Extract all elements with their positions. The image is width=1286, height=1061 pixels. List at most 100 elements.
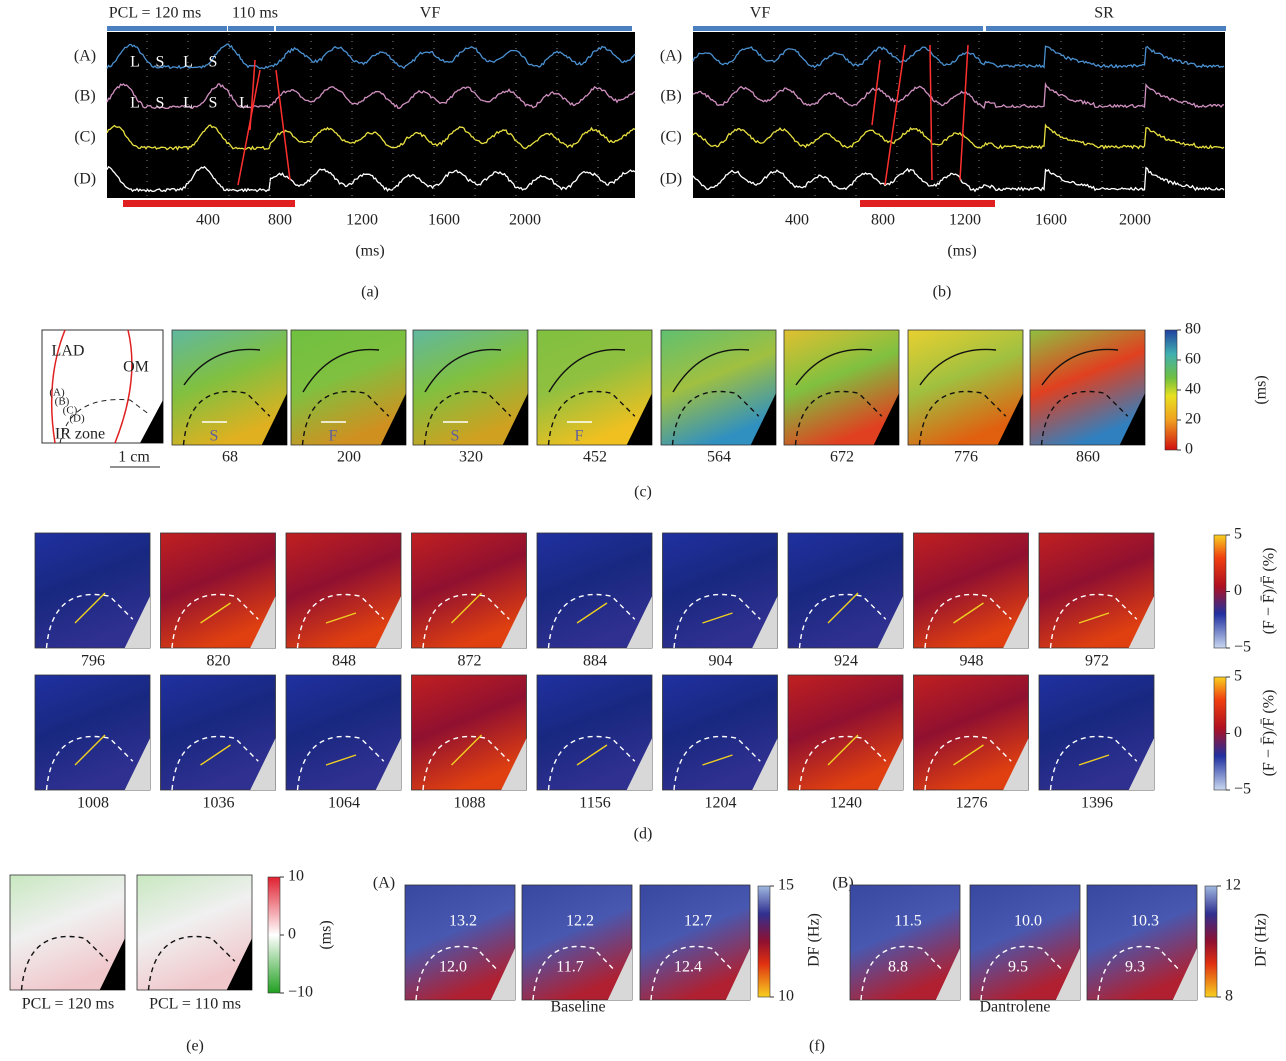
map-frame	[639, 884, 751, 1001]
ir-border	[182, 390, 271, 446]
colorbar-tick-label: 20	[1185, 411, 1201, 428]
trace-label: (A)	[74, 48, 96, 65]
ir-border	[59, 399, 151, 444]
frame-time: 1204	[705, 795, 737, 812]
map-frame	[34, 532, 151, 649]
beat-label: L	[239, 95, 249, 112]
group-caption: Dantrolene	[979, 999, 1050, 1016]
map-frame	[411, 532, 527, 649]
frame-time: 1064	[328, 795, 360, 812]
yellow-arrow	[702, 754, 733, 766]
frame-corner	[380, 393, 406, 445]
df-value: 13.2	[449, 913, 477, 930]
schematic-label: OM	[123, 359, 149, 376]
colorbar	[1213, 676, 1227, 791]
frame-corner	[124, 596, 150, 648]
axis-unit: (ms)	[947, 243, 976, 260]
frame-corner	[626, 738, 652, 790]
colorbar-tick-label: −10	[288, 984, 313, 1001]
x-tick-label: 1600	[428, 212, 460, 229]
map-frame	[1038, 532, 1155, 649]
ir-border	[45, 593, 134, 649]
propagation-arrow	[795, 348, 873, 386]
scale-label: 1 cm	[118, 449, 150, 466]
x-tick-label: 800	[268, 212, 292, 229]
ir-border	[798, 735, 887, 791]
df-value: 12.0	[439, 959, 467, 976]
map-frame	[660, 329, 777, 446]
stim-bar	[860, 200, 995, 207]
phase-bar	[228, 26, 274, 31]
signal-trace	[692, 45, 1225, 69]
artery-line	[114, 329, 133, 444]
trace-label: (C)	[660, 129, 681, 146]
frame-corner	[99, 938, 125, 990]
red-arrow	[959, 44, 969, 181]
colorbar-unit: (ms)	[1253, 375, 1270, 404]
ir-border	[171, 735, 259, 791]
frame-corner	[750, 393, 776, 445]
frame-time: 320	[459, 449, 483, 466]
rhythm-label: VF	[420, 5, 441, 22]
propagation-arrow	[183, 348, 261, 386]
df-value: 9.5	[1008, 959, 1028, 976]
df-value: 11.7	[556, 959, 583, 976]
red-arrow	[929, 44, 933, 181]
beat-label: S	[156, 54, 165, 71]
colorbar-tick-label: 0	[1234, 582, 1242, 599]
ir-border	[415, 945, 500, 1001]
frame-time: 924	[834, 653, 858, 670]
colorbar-tick-label: 15	[778, 877, 794, 894]
frame-time: 796	[81, 653, 105, 670]
frame-corner	[752, 738, 778, 790]
propagation-arrow	[548, 348, 626, 393]
trace-label: (D)	[74, 171, 96, 188]
beat-label: L	[183, 95, 193, 112]
beat-label: S	[209, 95, 218, 112]
pcl-label: 110 ms	[232, 5, 278, 22]
map-frame	[1086, 884, 1198, 1001]
yellow-arrow	[451, 734, 482, 766]
x-tick-label: 800	[871, 212, 895, 229]
signal-trace	[692, 123, 1225, 150]
frame-time: 848	[332, 653, 356, 670]
map-frame	[787, 674, 904, 791]
frame-time: 1088	[454, 795, 486, 812]
yellow-arrow	[200, 602, 231, 624]
wave-label: F	[575, 428, 584, 445]
colorbar-unit: (F − F̄)/F̄ (%)	[1261, 690, 1278, 777]
map-frame	[783, 329, 900, 446]
yellow-arrow	[953, 744, 984, 766]
artery-line	[50, 329, 66, 444]
signal-trace	[106, 165, 636, 193]
colorbar-tick-label: 10	[778, 988, 794, 1005]
map-frame	[136, 874, 253, 991]
map-frame	[160, 532, 276, 649]
yellow-arrow	[702, 612, 733, 624]
colorbar-unit: DF (Hz)	[806, 913, 823, 967]
ir-border	[980, 945, 1065, 1001]
schematic-label: LAD	[52, 343, 85, 360]
frame-time: 776	[954, 449, 978, 466]
trace-label: (C)	[74, 129, 95, 146]
frame-corner	[124, 738, 150, 790]
x-tick-label: 2000	[1119, 212, 1151, 229]
trace-label: (D)	[660, 171, 682, 188]
panel-label: (a)	[361, 284, 379, 301]
ir-border	[422, 593, 510, 649]
propagation-arrow	[672, 348, 750, 393]
ir-border	[1049, 735, 1138, 791]
frame-corner	[873, 393, 899, 445]
frame-corner	[501, 596, 527, 648]
ir-border	[650, 945, 735, 1001]
colorbar-tick-label: 10	[288, 868, 304, 885]
phase-bar	[986, 26, 1226, 31]
yellow-arrow	[576, 602, 608, 624]
ir-border	[924, 735, 1012, 791]
colorbar-tick-label: 40	[1185, 381, 1201, 398]
colorbar-unit: (ms)	[318, 920, 335, 949]
map-frame	[411, 674, 527, 791]
colorbar-tick-label: 5	[1234, 526, 1242, 543]
red-arrow	[237, 69, 261, 186]
beat-label: S	[209, 54, 218, 71]
